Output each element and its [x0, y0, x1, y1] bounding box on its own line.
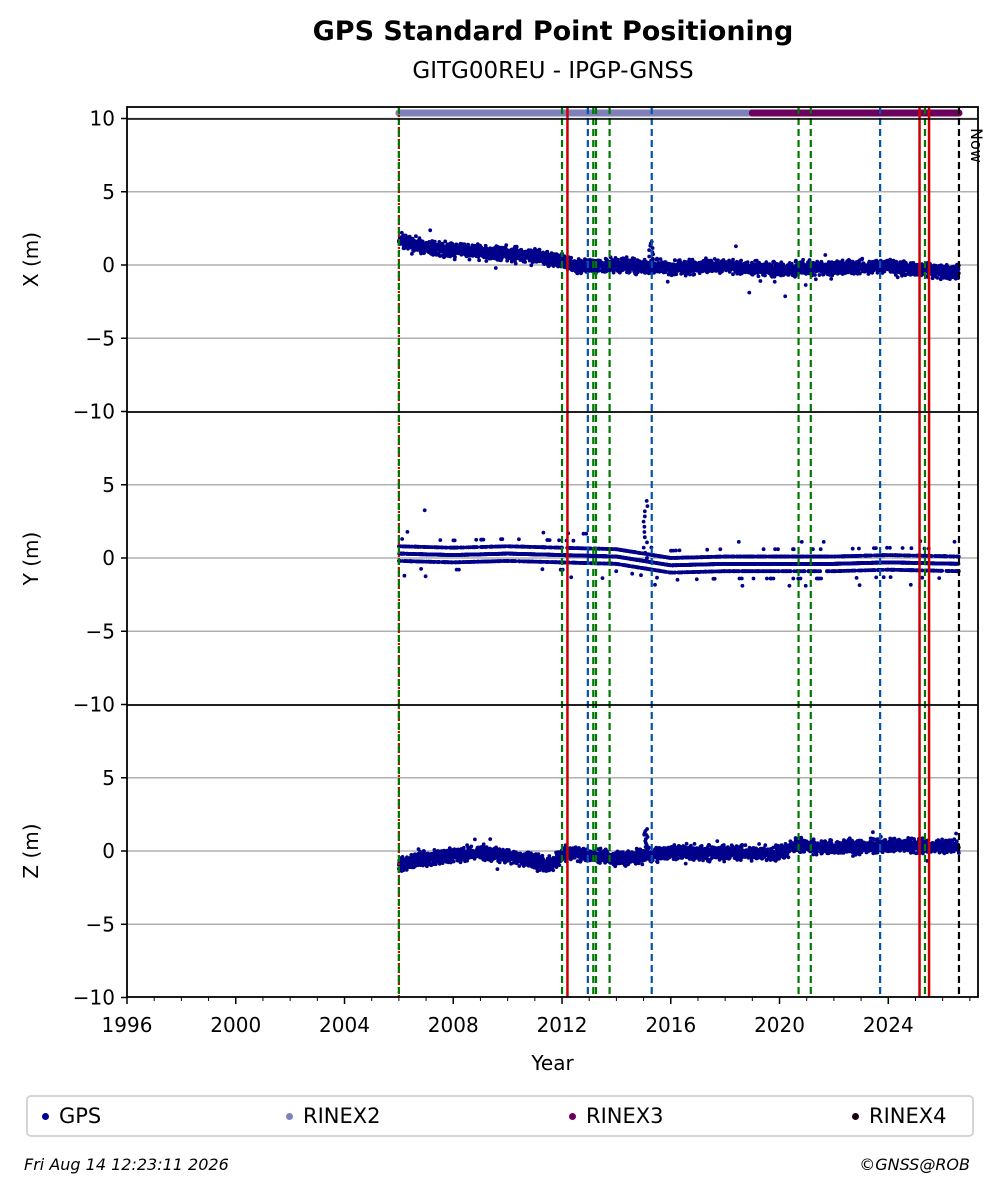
gps-point	[432, 239, 437, 244]
gps-point	[688, 272, 692, 277]
gps-point	[803, 283, 808, 287]
y-tick-label: −10	[73, 693, 115, 717]
gps-point	[540, 567, 545, 572]
gps-point	[658, 257, 663, 261]
gps-point	[481, 537, 486, 542]
chart-title: GPS Standard Point Positioning	[312, 16, 794, 47]
gps-point	[523, 260, 527, 264]
y-tick-label: −5	[86, 326, 115, 350]
gps-point	[405, 530, 410, 534]
gps-point	[813, 273, 817, 277]
gps-point	[475, 545, 480, 549]
gps-point	[801, 257, 805, 262]
gps-point	[419, 251, 423, 256]
gps-point	[547, 538, 552, 542]
y-tick-label: 0	[102, 546, 115, 570]
y-tick-label: 10	[90, 107, 115, 131]
gps-point	[477, 258, 481, 263]
gps-point	[453, 255, 457, 259]
gps-point	[514, 244, 519, 249]
gps-point	[935, 276, 940, 280]
gps-point	[731, 257, 735, 262]
gps-point	[583, 257, 588, 262]
gps-point	[541, 530, 546, 535]
gps-point	[639, 573, 643, 578]
gps-point	[647, 254, 652, 259]
gps-point	[571, 538, 576, 543]
gps-point	[402, 573, 407, 578]
gps-point	[739, 258, 743, 263]
gps-point	[500, 537, 505, 541]
gps-point	[452, 538, 457, 543]
gps-point	[860, 256, 865, 261]
y-tick-label: 0	[102, 253, 115, 277]
gps-point	[823, 253, 828, 257]
gps-point	[504, 243, 509, 248]
y-tick-label: −10	[73, 400, 115, 424]
y-tick-label: −5	[86, 619, 115, 643]
gps-points	[397, 499, 961, 588]
gps-point	[410, 251, 414, 256]
gps-points	[397, 228, 961, 299]
gps-point	[467, 257, 472, 262]
gps-point	[422, 508, 427, 513]
y-axis-label: Y (m)	[19, 532, 43, 587]
gps-point	[956, 267, 961, 272]
gps-point	[734, 244, 738, 249]
gps-point	[783, 294, 788, 299]
chart-subtitle: GITG00REU - IPGP-GNSS	[412, 58, 694, 84]
gps-point	[817, 273, 822, 277]
gps-point	[747, 290, 752, 295]
gps-point	[537, 247, 542, 252]
gps-point	[428, 228, 433, 233]
y-axis-label: X (m)	[19, 232, 43, 287]
gps-point	[647, 248, 651, 253]
gps-point	[529, 263, 534, 268]
gps-point	[758, 279, 763, 283]
gps-point	[557, 538, 561, 543]
gps-point	[650, 256, 655, 261]
gps-point	[438, 538, 443, 542]
gps-point	[406, 246, 410, 251]
gps-point	[569, 255, 574, 260]
gps-point	[772, 279, 777, 284]
gps-point	[493, 266, 498, 270]
gps-point	[513, 261, 518, 266]
gps-point	[829, 277, 834, 281]
gps-point	[600, 576, 605, 580]
gps-point	[545, 249, 550, 254]
gps-point	[420, 239, 425, 244]
gps-point	[731, 272, 735, 277]
gps-point	[474, 537, 479, 542]
gps-point	[614, 569, 619, 574]
gps-point	[505, 258, 510, 263]
gps-point	[457, 567, 461, 572]
gps-point	[431, 253, 435, 257]
gps-point	[476, 255, 481, 259]
gps-point	[450, 242, 454, 246]
gps-point	[630, 571, 635, 576]
y-tick-label: 5	[102, 180, 115, 204]
gps-point	[569, 575, 574, 580]
gps-point	[414, 234, 418, 239]
gps-point	[517, 537, 521, 542]
gps-point	[484, 259, 489, 263]
gps-point	[443, 239, 448, 244]
gps-point	[895, 275, 900, 280]
gps-point	[423, 574, 428, 579]
panel-y: −10 −5 0 5 Y (m)	[19, 473, 978, 717]
gps-point	[665, 279, 670, 284]
y-tick-label: 5	[102, 473, 115, 497]
gps-point	[794, 258, 798, 263]
gps-point	[813, 277, 818, 282]
gps-point	[673, 258, 677, 263]
gps-point	[692, 272, 697, 277]
gps-point	[584, 531, 589, 536]
gps-point	[400, 537, 404, 541]
gps-point	[756, 274, 761, 279]
panel-x: −10 −5 0 5 10 X (m)	[19, 107, 978, 424]
gps-point	[419, 567, 423, 571]
